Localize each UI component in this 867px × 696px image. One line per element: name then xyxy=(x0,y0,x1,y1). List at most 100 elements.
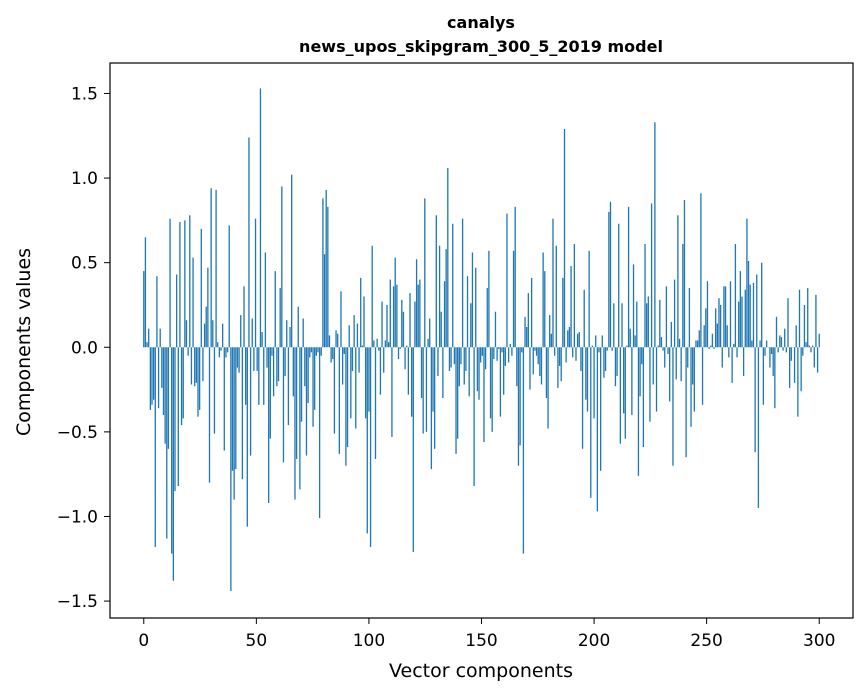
bar xyxy=(529,347,531,390)
bar xyxy=(277,347,280,382)
bar xyxy=(149,347,151,410)
bar xyxy=(724,286,727,348)
bar xyxy=(223,347,225,451)
bar xyxy=(447,167,449,348)
bar xyxy=(432,347,434,412)
bar xyxy=(399,347,401,349)
bar xyxy=(672,347,674,466)
bar xyxy=(558,347,561,366)
bar xyxy=(425,347,428,432)
bar xyxy=(769,347,771,368)
bar xyxy=(815,294,817,348)
bar xyxy=(248,137,250,348)
bar xyxy=(555,245,557,348)
bar xyxy=(807,288,809,348)
bar xyxy=(292,347,294,397)
chart-title-line1: canalys xyxy=(447,13,515,32)
bar xyxy=(314,347,316,410)
bar xyxy=(159,328,161,348)
bar xyxy=(384,340,387,348)
bar xyxy=(719,304,722,348)
bar xyxy=(304,347,306,387)
bar xyxy=(629,328,631,348)
bar xyxy=(535,347,538,356)
bar xyxy=(470,303,472,348)
bar xyxy=(782,347,784,351)
bar xyxy=(325,189,327,348)
chart-title-line2: news_upos_skipgram_300_5_2019 model xyxy=(299,37,663,56)
bar xyxy=(226,347,229,353)
bar xyxy=(772,347,774,377)
bar xyxy=(754,347,756,453)
bar xyxy=(688,288,691,348)
bar xyxy=(787,298,789,348)
x-tick-label: 0 xyxy=(138,631,149,651)
bar xyxy=(148,328,150,348)
bar xyxy=(489,347,492,419)
bar xyxy=(355,347,357,429)
bar xyxy=(289,326,291,348)
bar xyxy=(172,347,175,581)
bar xyxy=(522,347,525,554)
bar xyxy=(493,347,495,360)
x-axis-label: Vector components xyxy=(389,660,573,682)
bar xyxy=(437,347,439,377)
bar xyxy=(802,347,804,356)
bar xyxy=(279,288,281,348)
bar xyxy=(700,193,702,348)
bar xyxy=(361,345,363,348)
bar xyxy=(351,347,354,371)
bar xyxy=(177,347,179,487)
bar xyxy=(169,218,171,348)
bar xyxy=(532,347,534,375)
bar xyxy=(567,330,569,348)
bar xyxy=(412,347,414,553)
bar xyxy=(788,347,791,388)
bar xyxy=(816,347,819,373)
bar xyxy=(585,347,587,400)
bar xyxy=(507,347,510,363)
bar xyxy=(235,347,237,470)
bar xyxy=(409,293,411,348)
bar xyxy=(527,293,529,348)
bar xyxy=(779,335,781,348)
bar xyxy=(741,296,743,348)
bar xyxy=(166,347,168,539)
bar xyxy=(790,347,792,361)
bar xyxy=(328,335,331,348)
bar xyxy=(264,252,267,348)
bar xyxy=(276,347,278,387)
bar xyxy=(282,347,285,463)
bar xyxy=(312,347,314,427)
bar xyxy=(154,347,156,547)
bar xyxy=(553,347,556,356)
bar xyxy=(424,198,426,348)
bar xyxy=(338,347,340,454)
bar xyxy=(468,347,470,397)
bar xyxy=(387,342,390,348)
bar xyxy=(402,311,405,348)
bar xyxy=(261,332,263,348)
bar xyxy=(212,320,214,348)
bar xyxy=(711,333,714,348)
bar xyxy=(448,347,451,371)
bar xyxy=(220,347,222,351)
bar xyxy=(213,347,216,434)
bar xyxy=(256,347,258,371)
bar xyxy=(335,330,337,348)
bar xyxy=(364,347,367,419)
bar xyxy=(156,276,158,348)
bar xyxy=(512,250,515,348)
bars-group xyxy=(143,88,820,591)
bar xyxy=(670,321,672,348)
bar xyxy=(578,332,580,348)
bar xyxy=(460,347,462,365)
bar xyxy=(539,347,541,377)
bar xyxy=(286,320,288,348)
bar xyxy=(406,345,408,348)
x-tick-label: 100 xyxy=(353,631,385,651)
bar xyxy=(808,345,811,348)
x-tick-label: 150 xyxy=(465,631,497,651)
bar xyxy=(225,347,227,358)
bar xyxy=(608,211,610,348)
